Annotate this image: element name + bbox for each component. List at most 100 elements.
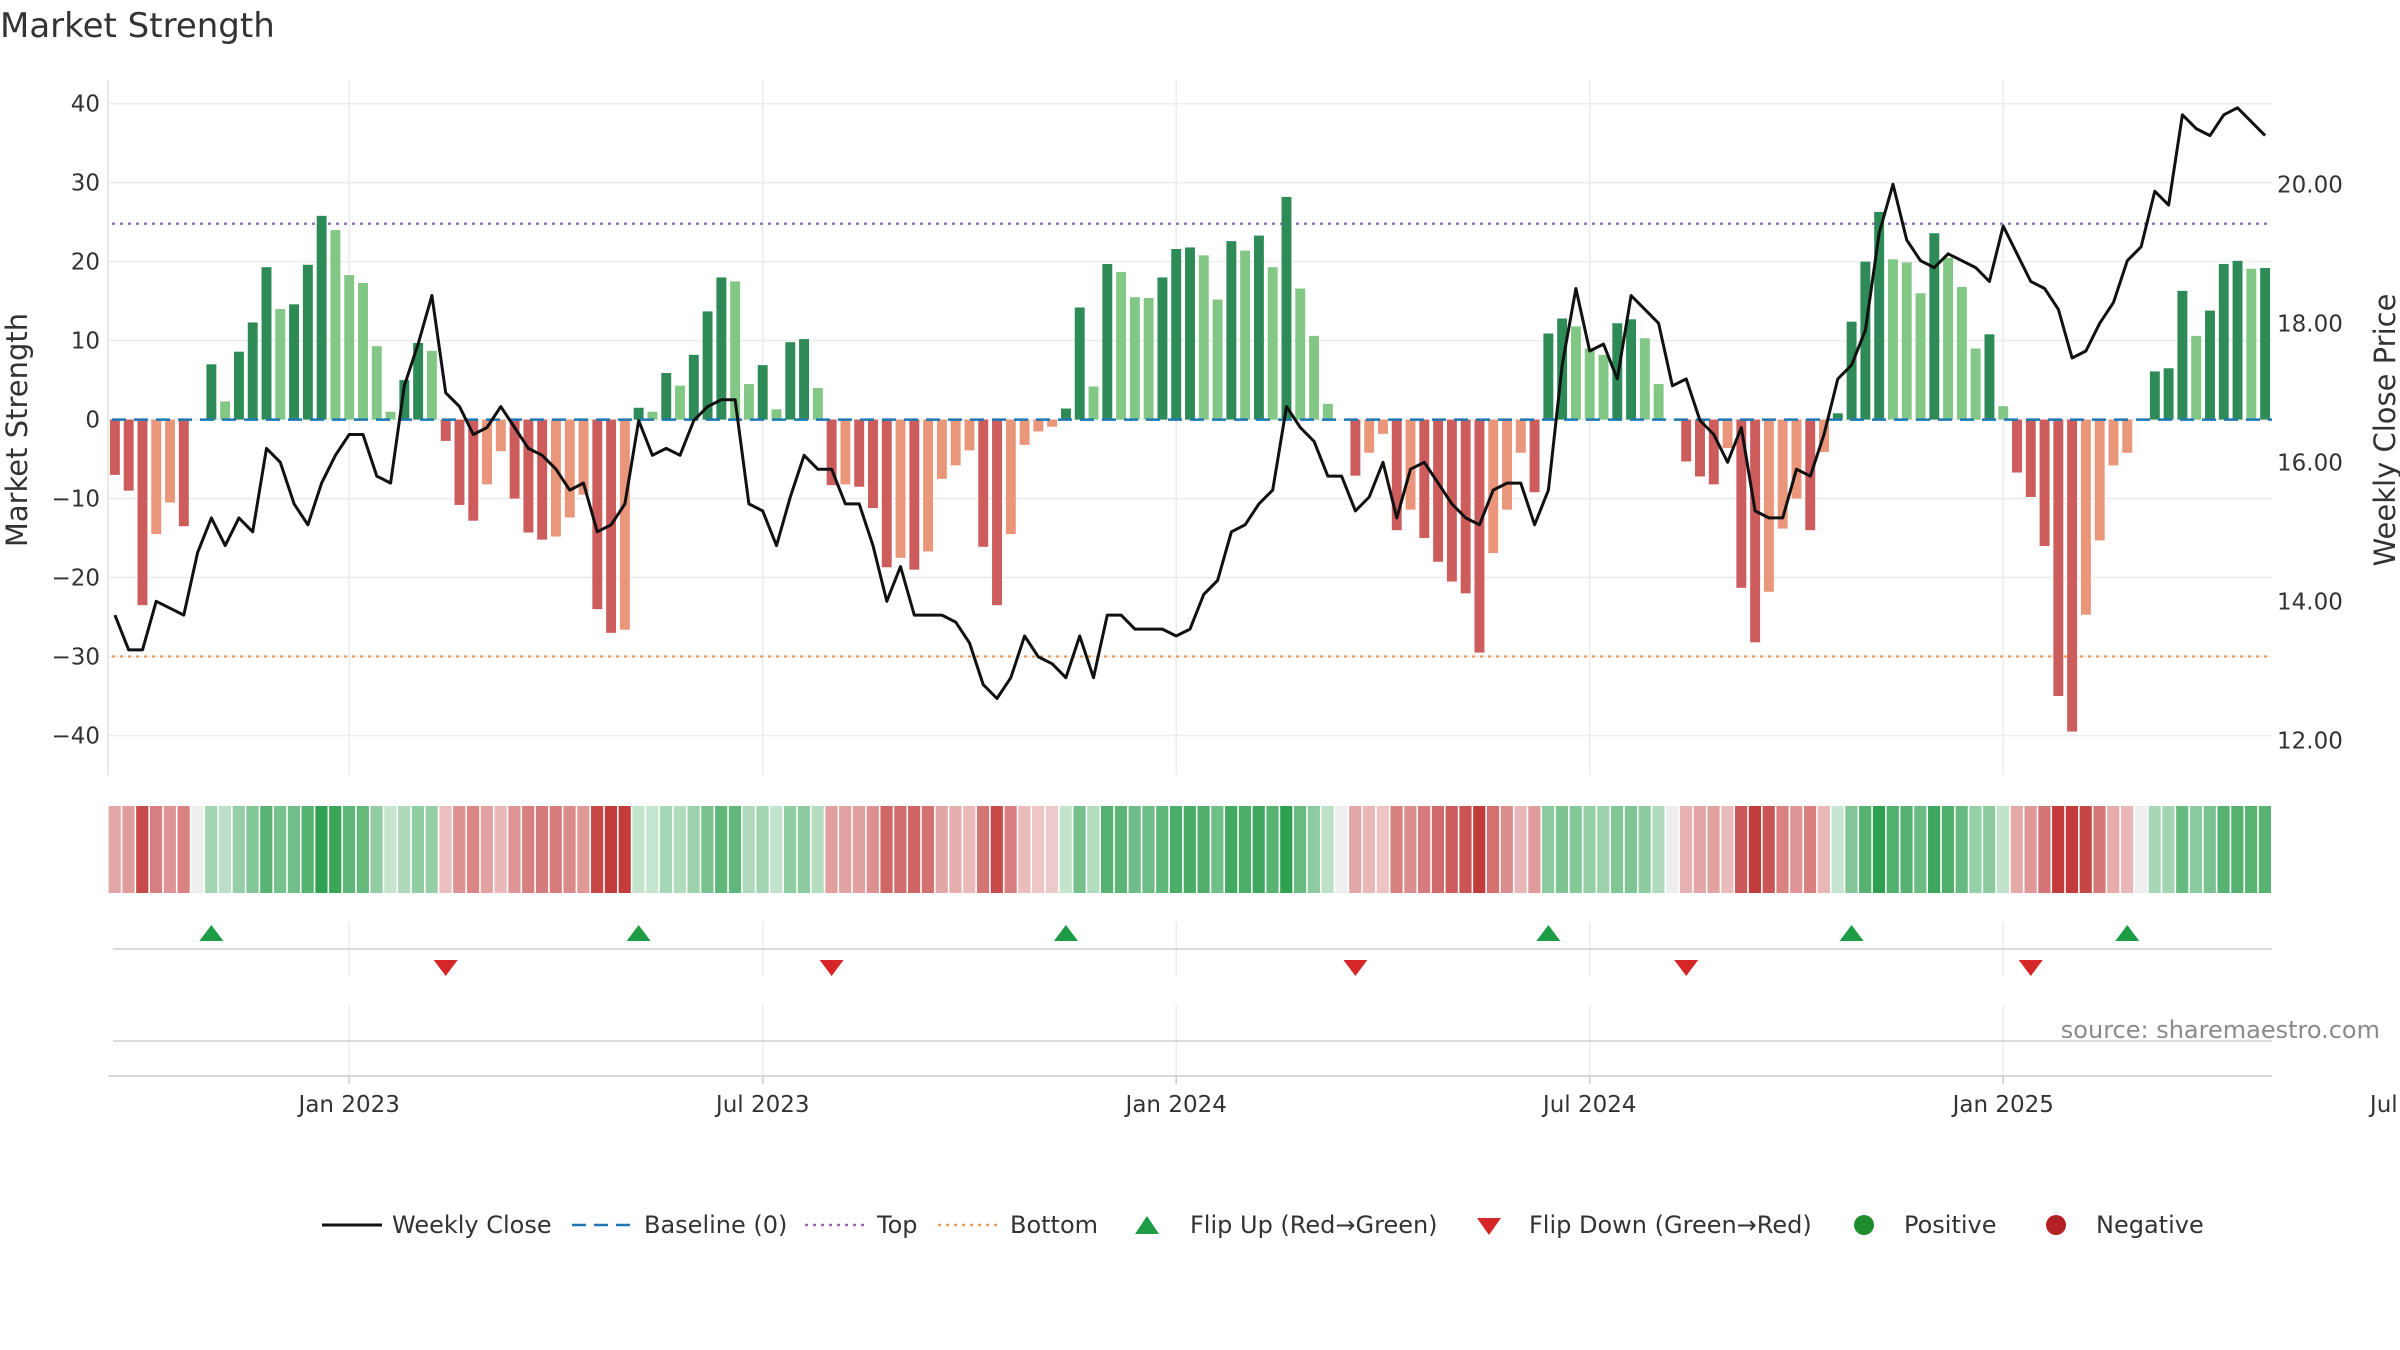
strength-bar — [2094, 419, 2105, 541]
strength-bar — [1970, 348, 1981, 420]
heat-cell — [480, 806, 493, 893]
strength-bar — [854, 419, 865, 487]
heat-cell — [2024, 806, 2037, 893]
strength-bar — [2191, 335, 2202, 420]
heat-cell — [177, 806, 190, 893]
heat-cell — [2120, 806, 2134, 893]
heat-cell — [756, 806, 769, 893]
heat-cell — [1817, 806, 1830, 893]
strength-bar — [1584, 348, 1595, 420]
strength-bar — [1240, 250, 1251, 420]
strength-bar — [275, 309, 286, 420]
legend-label: Positive — [1904, 1211, 1997, 1239]
strength-bar — [661, 373, 672, 420]
heat-cell — [1032, 806, 1045, 893]
strength-bar — [1074, 307, 1085, 420]
strength-bar — [1887, 259, 1898, 420]
heat-cell — [2134, 806, 2147, 893]
strength-bar — [2218, 264, 2229, 420]
heat-cell — [1707, 806, 1720, 893]
y-tick-label-right: 20.00 — [2277, 172, 2343, 198]
strength-bar — [619, 419, 630, 630]
strength-bar — [881, 419, 892, 568]
heat-cell — [453, 806, 466, 893]
heat-cell — [1666, 806, 1679, 893]
strength-bar — [1777, 419, 1788, 529]
heat-cell — [701, 806, 714, 893]
strength-bar — [1681, 419, 1692, 462]
heat-cell — [1459, 806, 1472, 893]
heat-cell — [1390, 806, 1403, 893]
heat-cell — [1652, 806, 1665, 893]
strength-bar — [206, 364, 217, 420]
heat-cell — [2258, 806, 2271, 893]
strength-bar — [564, 419, 575, 518]
heat-cell — [1307, 806, 1320, 893]
heat-cell — [274, 806, 287, 893]
legend-label: Negative — [2096, 1211, 2204, 1239]
heat-cell — [246, 806, 259, 893]
strength-bar — [2108, 419, 2119, 466]
strength-bar — [1791, 419, 1802, 499]
strength-heat-strip — [108, 806, 2271, 893]
heat-cell — [2231, 806, 2244, 893]
heat-cell — [315, 806, 328, 893]
legend-label: Baseline (0) — [644, 1211, 787, 1239]
level-lines — [112, 222, 2272, 658]
strength-bar — [550, 419, 561, 537]
heat-cell — [1349, 806, 1362, 893]
heat-cell — [577, 806, 590, 893]
heat-cell — [563, 806, 576, 893]
strength-bar — [702, 311, 713, 420]
heat-cell — [646, 806, 659, 893]
flip-up-marker — [2115, 925, 2140, 941]
heat-cell — [1638, 806, 1651, 893]
heat-cell — [1969, 806, 1982, 893]
heat-cell — [2038, 806, 2051, 893]
heat-cell — [687, 806, 700, 893]
strength-bar — [1102, 264, 1113, 420]
x-tick-label: Jan 2023 — [297, 1092, 400, 1118]
strength-bar — [936, 419, 947, 479]
strength-bar — [1446, 419, 1457, 582]
heat-cell — [1748, 806, 1762, 893]
heat-cell — [1128, 806, 1141, 893]
heat-cell — [411, 806, 425, 893]
strength-bar — [233, 351, 244, 420]
strength-bar — [647, 411, 658, 420]
heat-cell — [894, 806, 907, 893]
strength-bar — [261, 267, 272, 420]
strength-bar — [440, 419, 451, 441]
heat-cell — [1059, 806, 1072, 893]
strength-bar — [220, 401, 231, 420]
strength-bar — [1060, 408, 1071, 420]
legend-label: Flip Down (Green→Red) — [1529, 1211, 1812, 1239]
heat-cell — [1928, 806, 1941, 893]
y-tick-label-left: −20 — [51, 566, 100, 592]
heat-cell — [1735, 806, 1748, 893]
weekly-close-line — [113, 106, 2267, 700]
heat-cell — [825, 806, 838, 893]
strength-bar — [633, 407, 644, 420]
y-tick-label-right: 12.00 — [2277, 728, 2343, 754]
strength-bar — [482, 419, 493, 485]
strength-bar — [895, 419, 906, 558]
heat-cell — [1293, 806, 1307, 893]
flip-up-marker — [626, 925, 651, 941]
strength-bar — [1267, 267, 1278, 420]
legend-label: Top — [876, 1211, 918, 1239]
strength-bar — [868, 419, 878, 509]
axes: 40 30 20 10 0 −10 −20 −30 −40 20.00 18.00 16.00 14.0… — [0, 80, 2400, 775]
legend-label: Flip Up (Red→Green) — [1190, 1211, 1438, 1239]
heat-cell — [1514, 806, 1527, 893]
heat-cell — [880, 806, 893, 893]
heat-cell — [1941, 806, 1954, 893]
heat-cell — [1859, 806, 1872, 893]
strength-bar — [426, 350, 437, 420]
heat-cell — [1018, 806, 1031, 893]
strength-bar — [1005, 419, 1016, 535]
strength-bar — [1708, 419, 1719, 485]
strength-bar — [1846, 321, 1857, 420]
y-tick-label-left: −10 — [51, 487, 100, 513]
